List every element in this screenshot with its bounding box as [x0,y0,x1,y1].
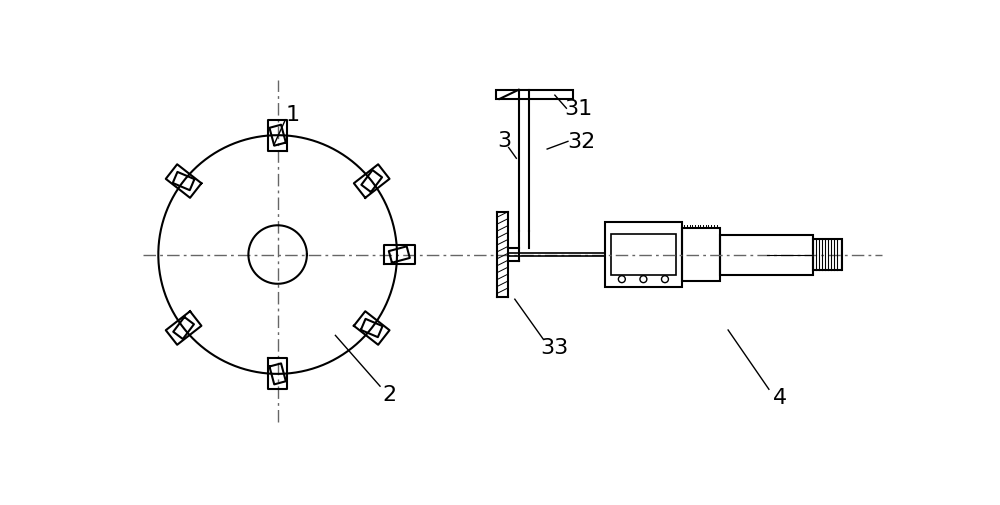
Text: 1: 1 [286,105,300,125]
Text: 32: 32 [568,132,596,152]
Text: 33: 33 [541,337,569,357]
Bar [605,223,682,287]
Bar [611,234,676,276]
Text: 31: 31 [564,99,592,119]
Bar [496,90,573,100]
Text: 3: 3 [498,130,512,150]
Bar [682,229,720,281]
Text: 4: 4 [773,387,788,407]
Text: 2: 2 [382,384,396,404]
Bar [720,235,813,275]
Bar [813,240,842,270]
